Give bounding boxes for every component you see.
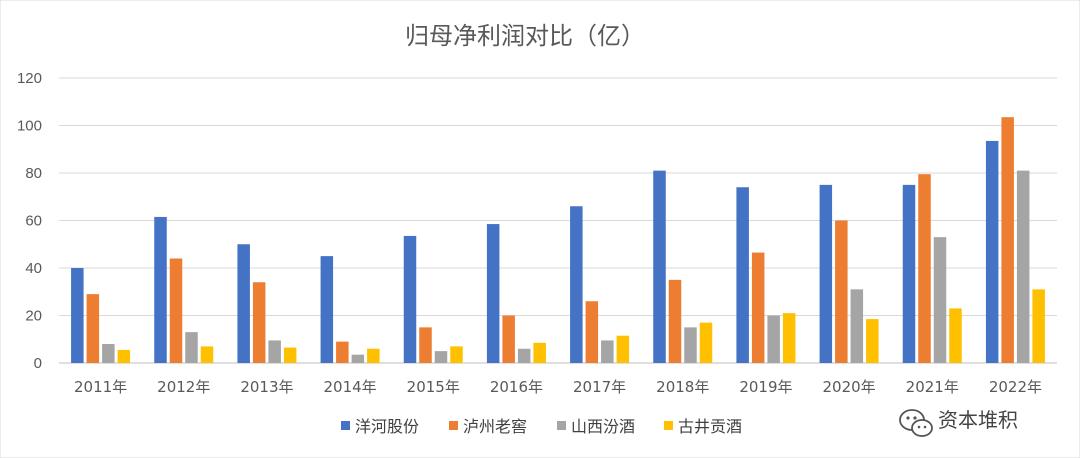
bar [517, 348, 531, 363]
bar [71, 268, 84, 363]
bar [351, 354, 365, 363]
bar [902, 184, 916, 363]
bar [782, 313, 796, 363]
legend-label: 古井贡酒 [678, 417, 742, 436]
x-tick-label: 2019年 [739, 378, 792, 396]
bar [1032, 289, 1045, 363]
bar [949, 308, 962, 363]
bar [154, 216, 167, 363]
bar [268, 340, 281, 363]
bar [86, 294, 100, 363]
bar [102, 344, 115, 363]
x-axis: 2011年 2012年 2013年 2014年 2015年 2016年 2017年 2018年… [74, 378, 1042, 396]
x-tick-label: 2015年 [407, 378, 460, 396]
y-tick-label: 40 [25, 260, 42, 277]
chart-title: 归母净利润对比（亿） [405, 22, 645, 50]
bar [616, 335, 630, 363]
x-tick-label: 2011年 [74, 378, 127, 396]
y-tick-label: 80 [25, 165, 42, 182]
bar [835, 220, 848, 363]
bar [169, 258, 183, 363]
x-tick-label: 2014年 [323, 378, 376, 396]
bar [985, 140, 999, 363]
x-tick-label: 2021年 [906, 378, 959, 396]
legend-swatch [449, 421, 458, 430]
bar [767, 315, 780, 363]
legend-swatch [664, 421, 673, 430]
bar [601, 340, 614, 363]
bar [1001, 117, 1014, 363]
x-tick-label: 2017年 [573, 378, 626, 396]
x-tick-label: 2020年 [822, 378, 875, 396]
bar [736, 187, 749, 363]
bar [751, 252, 765, 363]
bar [283, 347, 297, 363]
bar [585, 301, 599, 363]
x-tick-label: 2016年 [490, 378, 543, 396]
legend-label: 山西汾酒 [571, 417, 635, 436]
bar [1016, 170, 1030, 363]
y-tick-label: 0 [34, 355, 42, 372]
y-tick-label: 100 [17, 118, 42, 135]
y-tick-label: 120 [17, 70, 42, 87]
bar [850, 289, 864, 363]
bar [117, 349, 131, 363]
bar [684, 327, 697, 363]
bar [320, 256, 334, 363]
bar [200, 346, 214, 363]
legend-swatch [557, 421, 566, 430]
bar [434, 351, 448, 363]
bar [570, 206, 583, 363]
bar [502, 315, 515, 363]
bar [419, 327, 432, 363]
bar [699, 322, 713, 363]
bar [336, 341, 349, 363]
legend-label: 洋河股份 [355, 417, 419, 436]
bar [866, 319, 879, 363]
x-tick-label: 2022年 [989, 378, 1042, 396]
bar [653, 170, 666, 363]
y-tick-label: 60 [25, 213, 42, 230]
legend-label: 泸州老窖 [463, 417, 527, 436]
bar [185, 332, 198, 363]
legend: 洋河股份 泸州老窖 山西汾酒 古井贡酒 [341, 417, 742, 436]
bar [668, 279, 682, 363]
watermark-text: 资本堆积 [938, 408, 1018, 432]
bar [403, 235, 417, 363]
watermark: 资本堆积 [899, 408, 1018, 437]
y-tick-label: 20 [25, 308, 42, 325]
x-tick-label: 2012年 [157, 378, 210, 396]
y-axis: 0 20 40 60 80 100 120 [17, 70, 42, 372]
x-tick-label: 2013年 [240, 378, 293, 396]
legend-swatch [341, 421, 350, 430]
bar [819, 184, 833, 363]
bar [450, 346, 463, 363]
bar [237, 244, 250, 363]
gridlines [59, 77, 1057, 364]
x-tick-label: 2018年 [656, 378, 709, 396]
wechat-icon [899, 409, 933, 437]
bar [367, 348, 380, 363]
bars [71, 117, 1045, 363]
bar [486, 224, 500, 363]
bar [252, 282, 266, 363]
bar [533, 342, 546, 363]
bar [918, 174, 931, 363]
bar [933, 237, 947, 363]
